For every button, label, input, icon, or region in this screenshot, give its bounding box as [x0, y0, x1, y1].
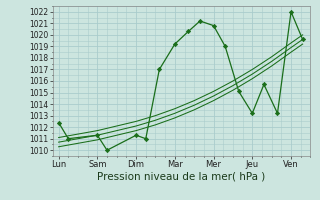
X-axis label: Pression niveau de la mer( hPa ): Pression niveau de la mer( hPa ): [98, 172, 266, 182]
